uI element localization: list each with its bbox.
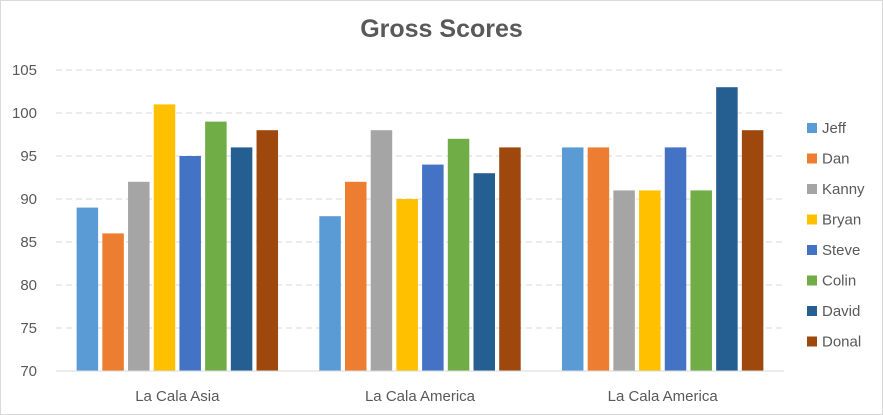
bar-donal-2	[499, 147, 521, 371]
y-tick-label: 90	[20, 191, 37, 208]
y-axis-ticks: 70 75 80 85 90 95 100 105	[12, 62, 37, 380]
y-tick-label: 70	[20, 363, 37, 380]
y-tick-label: 85	[20, 234, 37, 251]
legend-swatch-bryan	[807, 214, 817, 225]
bar-colin-1	[205, 121, 227, 371]
bar-dan-2	[345, 181, 367, 371]
legend-swatch-jeff	[807, 123, 817, 133]
legend-swatch-colin	[807, 275, 817, 286]
legend-label-david: David	[822, 303, 860, 320]
bar-kanny-3	[613, 190, 635, 371]
bar-colin-3	[690, 190, 712, 371]
legend-label-colin: Colin	[822, 273, 856, 290]
legend-swatch-donal	[807, 336, 817, 347]
bar-steve-1	[179, 156, 201, 371]
bar-donal-1	[256, 130, 279, 371]
chart-title: Gross Scores	[360, 15, 523, 43]
bar-colin-2	[447, 138, 470, 371]
bar-david-1	[230, 147, 253, 371]
bar-bryan-1	[153, 104, 176, 372]
bar-donal-3	[741, 130, 764, 371]
y-tick-label: 95	[20, 148, 37, 165]
bar-david-3	[716, 87, 738, 371]
bar-kanny-1	[128, 181, 150, 371]
y-tick-label: 80	[20, 277, 37, 294]
bar-jeff-1	[76, 207, 99, 371]
legend-label-bryan: Bryan	[822, 212, 861, 229]
x-category-label: La Cala Asia	[135, 388, 220, 405]
bar-steve-2	[422, 164, 444, 371]
bar-jeff-3	[561, 147, 584, 371]
legend-label-jeff: Jeff	[822, 120, 847, 137]
legend-swatch-david	[807, 306, 817, 316]
bar-bryan-2	[396, 199, 418, 371]
bar-david-2	[473, 173, 495, 371]
legend: Jeff Dan Kanny Bryan Steve Colin David Donal	[807, 120, 865, 351]
legend-label-kanny: Kanny	[822, 181, 865, 198]
bars	[76, 87, 764, 372]
y-tick-label: 100	[12, 105, 37, 122]
y-tick-label: 105	[12, 62, 37, 79]
gridlines	[56, 69, 784, 329]
legend-swatch-kanny	[807, 184, 817, 194]
legend-label-steve: Steve	[822, 242, 860, 259]
legend-swatch-dan	[807, 153, 817, 164]
y-tick-label: 75	[20, 320, 37, 337]
bar-kanny-2	[370, 130, 393, 371]
bar-bryan-3	[639, 190, 661, 371]
bar-jeff-2	[319, 216, 341, 371]
bar-dan-1	[102, 233, 124, 371]
x-category-label: La Cala America	[608, 388, 719, 405]
bar-steve-3	[664, 147, 687, 371]
legend-label-dan: Dan	[822, 151, 850, 168]
bar-dan-3	[587, 147, 610, 371]
x-category-label: La Cala America	[365, 388, 476, 405]
legend-swatch-steve	[807, 245, 817, 255]
x-axis: La Cala Asia La Cala America La Cala Ameri…	[56, 370, 784, 405]
legend-label-donal: Donal	[822, 334, 861, 351]
